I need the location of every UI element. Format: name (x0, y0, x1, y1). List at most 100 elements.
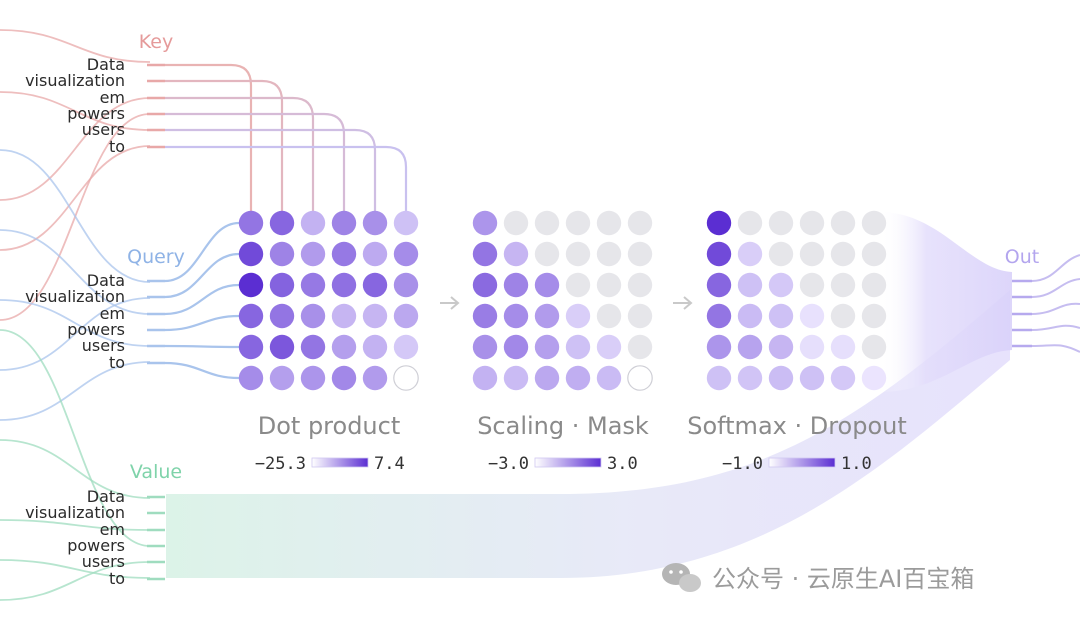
matrix-cell (565, 365, 591, 391)
flow-line (0, 361, 151, 421)
flow-line (0, 149, 151, 283)
matrix-cell (534, 241, 560, 267)
matrix-cell (534, 272, 560, 298)
matrix-cell (737, 365, 763, 391)
matrix-cell (300, 210, 326, 236)
matrix-cell (503, 365, 529, 391)
scale-min-label: −3.0 (488, 454, 529, 474)
matrix-cell (362, 272, 388, 298)
flow-line (0, 145, 151, 251)
matrix-cell (393, 210, 419, 236)
matrix-cell (830, 365, 856, 391)
matrix-cell (565, 334, 591, 360)
matrix-cell (331, 241, 357, 267)
key-line (165, 79, 284, 211)
arrow-right-icon (440, 296, 460, 310)
matrix-cell (627, 241, 653, 267)
matrix-cell (799, 210, 825, 236)
value-token-label: to (109, 569, 125, 588)
stage-title-scaling-mask: Scaling · Mask (477, 412, 649, 440)
key-token-label: visualization (25, 71, 125, 90)
matrix-cell (768, 365, 794, 391)
matrix-cell (393, 272, 419, 298)
query-token-label: to (109, 353, 125, 372)
matrix-cell (269, 210, 295, 236)
query-section-label: Query (127, 246, 185, 268)
query-token-label: powers (67, 320, 125, 339)
stage-title-softmax-dropout: Softmax · Dropout (687, 412, 907, 440)
matrix-cell (799, 303, 825, 329)
matrix-cell (768, 334, 794, 360)
wechat-icon (662, 563, 701, 592)
matrix-cell (861, 334, 887, 360)
matrix-cell (706, 210, 732, 236)
scale-min-label: −1.0 (722, 454, 763, 474)
matrix-cell (362, 241, 388, 267)
matrix-cell (472, 272, 498, 298)
out-line (1031, 344, 1080, 353)
matrix-cell (331, 303, 357, 329)
matrix-cell (737, 210, 763, 236)
matrix-cell (768, 210, 794, 236)
matrix-cell (799, 365, 825, 391)
query-token-label: Data (87, 271, 125, 290)
out-line (1031, 278, 1080, 298)
matrix-cell (300, 272, 326, 298)
matrix-cell (768, 272, 794, 298)
watermark-text: 公众号 · 云原生AI百宝箱 (712, 565, 974, 593)
query-line (164, 252, 240, 299)
matrix-cell (830, 334, 856, 360)
flow-line (0, 97, 151, 201)
value-flow-band (166, 290, 1010, 578)
matrix-cell (768, 303, 794, 329)
matrix-cell (300, 334, 326, 360)
matrix-cell (799, 241, 825, 267)
matrix-cell (472, 365, 498, 391)
value-token-label: Data (87, 487, 125, 506)
matrix-cell (627, 365, 653, 391)
query-token-label: em (100, 304, 125, 323)
key-line (165, 145, 408, 211)
matrix-cell (269, 272, 295, 298)
matrix-cell (861, 241, 887, 267)
query-token-label: visualization (25, 287, 125, 306)
matrix-cell (503, 210, 529, 236)
dot-product-scale: −25.3 7.4 (255, 454, 405, 474)
matrix-cell (362, 210, 388, 236)
scale-gradient-bar (311, 457, 369, 468)
matrix-cell (300, 241, 326, 267)
matrix-cell (503, 241, 529, 267)
matrix-cell (830, 272, 856, 298)
matrix-cell (799, 272, 825, 298)
flow-line (0, 299, 151, 347)
value-token-label: visualization (25, 503, 125, 522)
matrix-cell (565, 210, 591, 236)
out-line (1031, 302, 1080, 315)
matrix-cell (238, 334, 264, 360)
matrix-cell (331, 210, 357, 236)
flow-line (0, 439, 151, 499)
flow-line (0, 91, 151, 131)
value-token-label: em (100, 520, 125, 539)
matrix-cell (737, 334, 763, 360)
matrix-cell (331, 365, 357, 391)
flow-line (0, 329, 151, 547)
matrix-cell (861, 210, 887, 236)
matrix-cell (238, 241, 264, 267)
matrix-cell (269, 334, 295, 360)
matrix-cell (393, 334, 419, 360)
matrix-cell (627, 334, 653, 360)
matrix-cell (393, 365, 419, 391)
matrix-cell (737, 303, 763, 329)
matrix-cell (627, 303, 653, 329)
key-line (165, 63, 253, 211)
scale-min-label: −25.3 (255, 454, 306, 474)
flow-line (0, 229, 151, 315)
matrix-cell (706, 241, 732, 267)
matrix-cell (472, 210, 498, 236)
matrix-cell (861, 303, 887, 329)
matrix-cell (534, 334, 560, 360)
